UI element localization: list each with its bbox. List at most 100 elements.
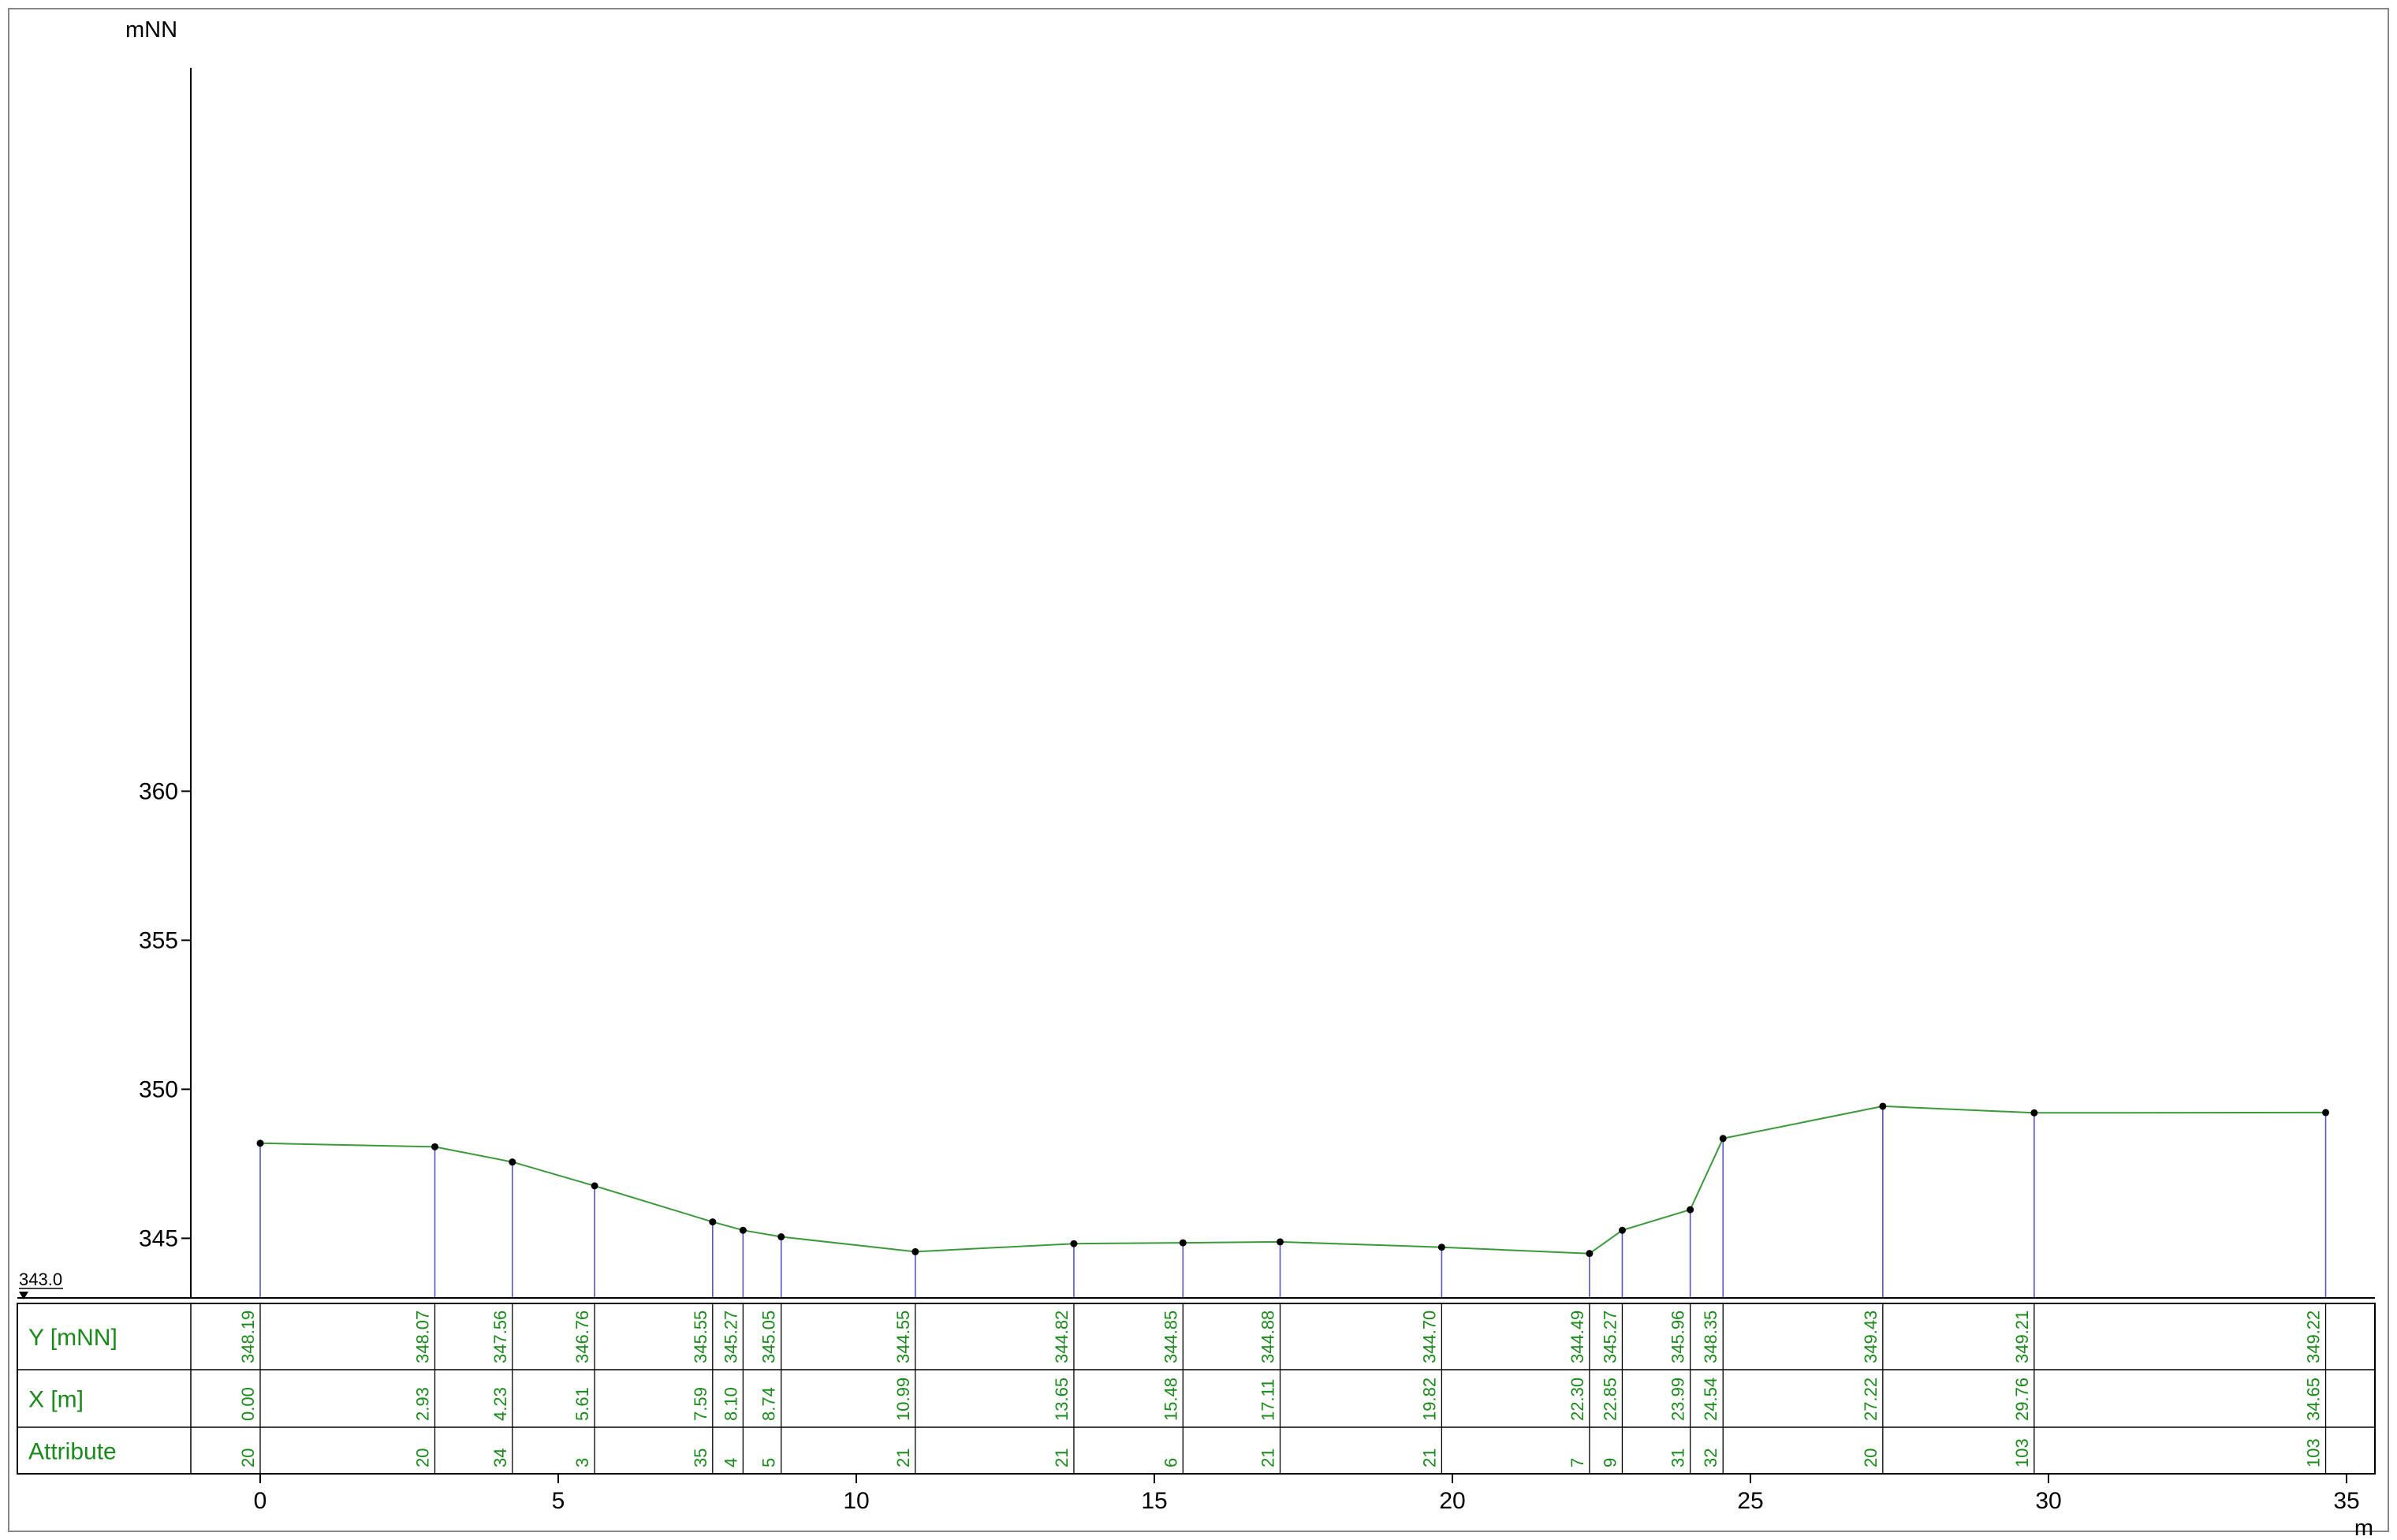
profile-point (591, 1182, 598, 1190)
x-tick-label: 25 (1737, 1488, 1763, 1514)
attribute-label: 21 (1419, 1449, 1439, 1467)
profile-point (2322, 1109, 2330, 1117)
x-value-label: 22.30 (1568, 1378, 1587, 1421)
attribute-label: 4 (721, 1458, 740, 1467)
x-value-label: 19.82 (1419, 1378, 1439, 1421)
table-row-label: Y [mNN] (28, 1325, 117, 1351)
datum-marker (19, 1292, 28, 1299)
x-value-label: 24.54 (1701, 1378, 1720, 1421)
attribute-label: 3 (572, 1458, 592, 1467)
y-value-label: 345.96 (1668, 1311, 1688, 1363)
x-value-label: 23.99 (1668, 1378, 1688, 1421)
profile-point (1879, 1102, 1887, 1110)
table-row-label: Attribute (28, 1439, 117, 1465)
x-value-label: 22.85 (1600, 1378, 1620, 1421)
x-value-label: 7.59 (691, 1387, 710, 1421)
profile-point (777, 1233, 785, 1241)
y-value-label: 345.27 (1600, 1311, 1620, 1363)
attribute-label: 20 (413, 1449, 433, 1467)
profile-point (1687, 1206, 1694, 1214)
x-tick-label: 5 (552, 1488, 565, 1514)
x-tick-label: 10 (843, 1488, 869, 1514)
attribute-label: 6 (1161, 1458, 1180, 1467)
profile-point (2030, 1109, 2038, 1117)
attribute-label: 35 (691, 1449, 710, 1467)
y-value-label: 349.21 (2012, 1311, 2032, 1363)
profile-point (709, 1218, 717, 1226)
attribute-label: 103 (2012, 1438, 2032, 1467)
y-value-label: 344.55 (893, 1311, 913, 1363)
x-value-label: 8.74 (759, 1387, 779, 1421)
y-value-label: 348.07 (413, 1311, 433, 1363)
y-value-label: 344.49 (1568, 1311, 1587, 1363)
profile-point (1437, 1244, 1445, 1251)
attribute-label: 5 (759, 1458, 779, 1467)
x-value-label: 2.93 (413, 1387, 433, 1421)
x-value-label: 17.11 (1258, 1379, 1278, 1421)
y-value-label: 349.43 (1861, 1311, 1881, 1363)
x-value-label: 34.65 (2304, 1378, 2324, 1421)
profile-point (1618, 1226, 1626, 1234)
x-value-label: 8.10 (721, 1387, 740, 1421)
y-value-label: 344.85 (1161, 1311, 1180, 1363)
profile-point (1719, 1135, 1727, 1143)
datum-label: 343.0 (19, 1270, 62, 1289)
profile-point (1586, 1250, 1594, 1258)
x-tick-label: 0 (254, 1488, 267, 1514)
y-tick-label: 355 (139, 927, 178, 953)
table-frame (17, 1303, 2376, 1475)
axes (17, 68, 2375, 1483)
attribute-label: 21 (893, 1449, 913, 1467)
x-tick-label: 20 (1439, 1488, 1465, 1514)
attribute-label: 32 (1701, 1449, 1720, 1467)
y-value-label: 345.27 (721, 1311, 740, 1363)
x-value-label: 15.48 (1161, 1378, 1180, 1421)
data-table: Y [mNN] X [m] Attribute 348.19 0.00 20 348.07 2… (17, 1303, 2376, 1475)
profile-series (256, 1102, 2330, 1258)
profile-point (509, 1158, 516, 1166)
attribute-label: 21 (1258, 1449, 1278, 1467)
y-value-label: 345.55 (691, 1311, 710, 1363)
x-value-label: 10.99 (893, 1378, 913, 1421)
profile-point (1277, 1238, 1284, 1246)
y-value-label: 344.70 (1419, 1311, 1439, 1363)
y-value-label: 346.76 (572, 1311, 592, 1363)
attribute-label: 7 (1568, 1458, 1587, 1467)
x-value-label: 27.22 (1861, 1378, 1881, 1421)
profile-point (431, 1143, 439, 1150)
y-tick-label: 360 (139, 778, 178, 804)
profile-point (1179, 1239, 1187, 1247)
x-value-label: 5.61 (572, 1387, 592, 1421)
x-value-label: 29.76 (2012, 1378, 2032, 1421)
y-value-label: 348.35 (1701, 1311, 1720, 1363)
y-value-label: 348.19 (238, 1311, 258, 1363)
attribute-label: 20 (1861, 1449, 1881, 1467)
x-tick-label: 30 (2035, 1488, 2061, 1514)
y-value-label: 349.22 (2304, 1311, 2324, 1363)
attribute-label: 20 (238, 1449, 258, 1467)
x-value-label: 13.65 (1052, 1378, 1072, 1421)
profile-point (1070, 1240, 1078, 1247)
attribute-label: 31 (1668, 1449, 1688, 1467)
chart-frame (8, 8, 2389, 1532)
y-tick-label: 345 (139, 1225, 178, 1251)
y-axis-unit-label: mNN (125, 17, 177, 43)
table-row-label: X [m] (28, 1387, 84, 1413)
x-axis-unit-label: m (2354, 1516, 2373, 1540)
x-value-label: 4.23 (490, 1387, 510, 1421)
profile-point (911, 1247, 919, 1255)
attribute-label: 34 (490, 1449, 510, 1467)
profile-point (256, 1139, 264, 1147)
attribute-label: 21 (1052, 1449, 1072, 1467)
y-value-label: 344.82 (1052, 1311, 1072, 1363)
y-value-label: 344.88 (1258, 1311, 1278, 1363)
profile-line (259, 1105, 2326, 1255)
x-value-label: 0.00 (238, 1387, 258, 1421)
attribute-label: 9 (1600, 1458, 1620, 1467)
x-tick-label: 15 (1141, 1488, 1167, 1514)
attribute-label: 103 (2304, 1438, 2324, 1467)
profile-point (739, 1226, 747, 1234)
y-value-label: 347.56 (490, 1311, 510, 1363)
